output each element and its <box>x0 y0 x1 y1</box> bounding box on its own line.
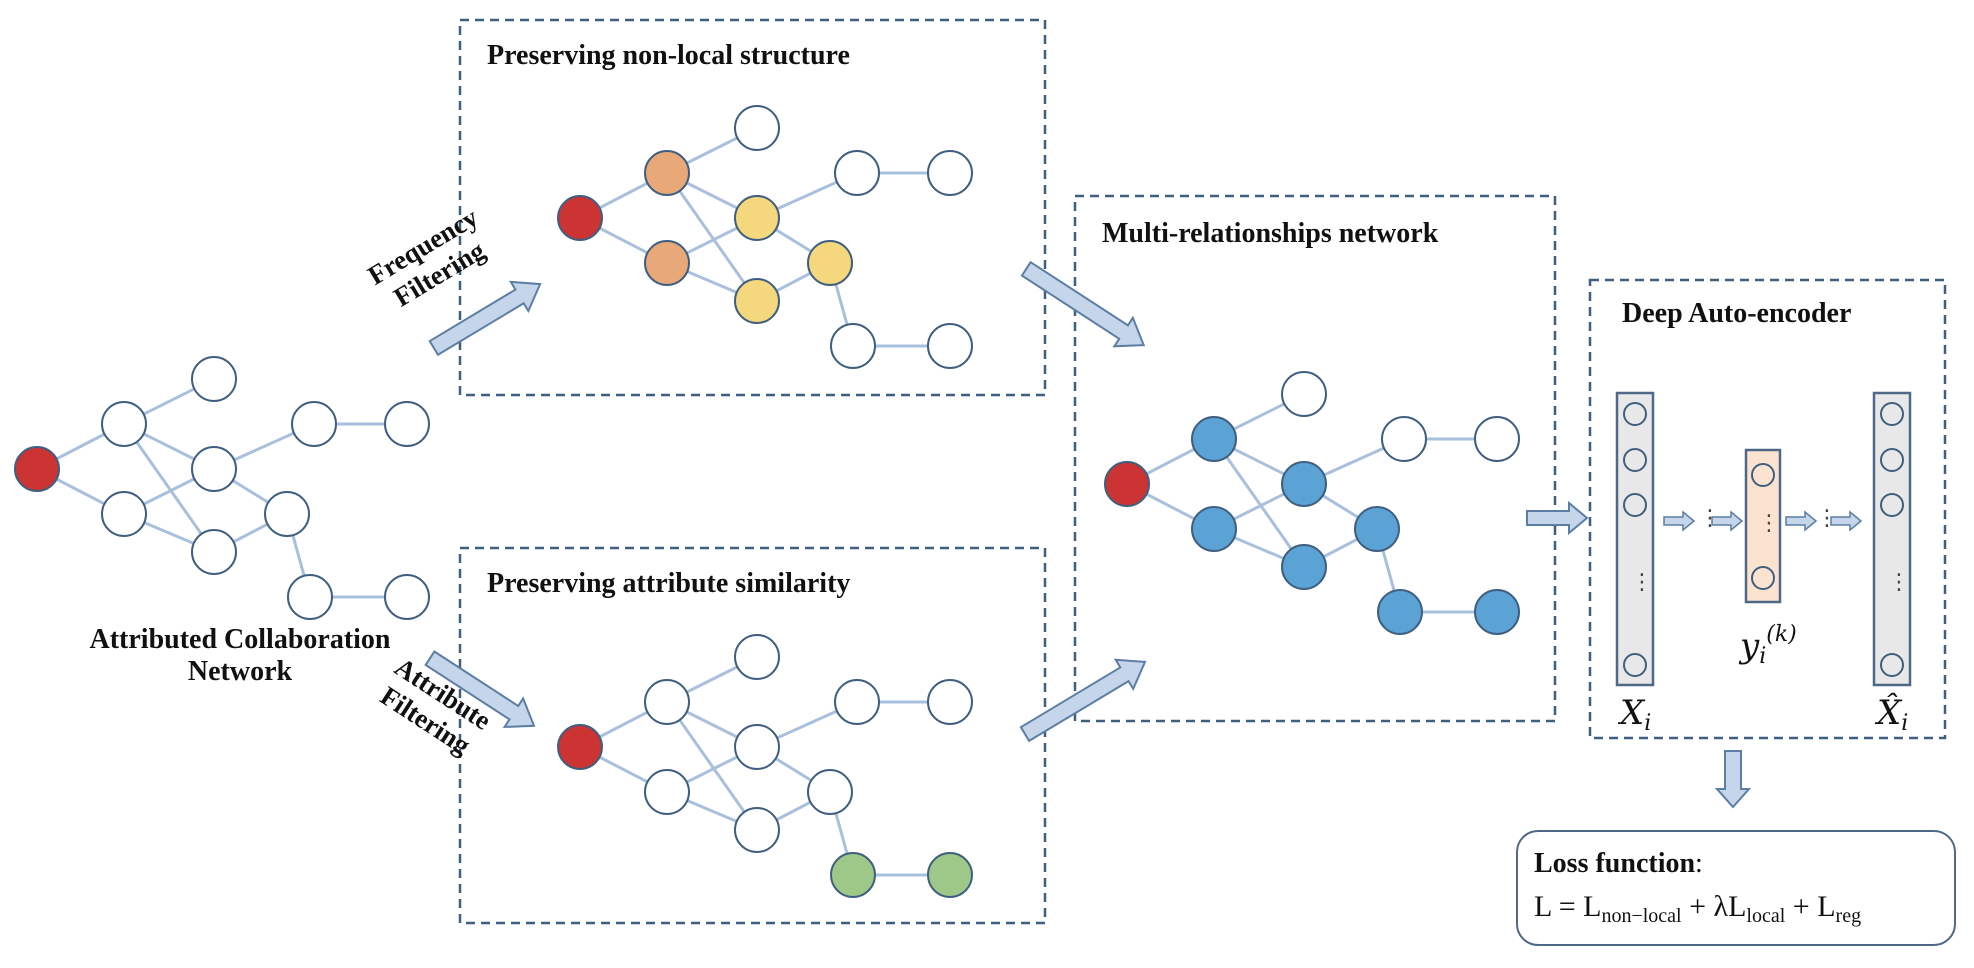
graph-node <box>384 401 430 447</box>
graph-node <box>1377 589 1423 635</box>
graph-node <box>1104 461 1150 507</box>
neuron <box>1880 493 1904 517</box>
graph-edge <box>665 701 759 831</box>
multi-to-autoencoder-arrow <box>1526 500 1589 536</box>
layer-arrow <box>1785 510 1818 532</box>
graph-node <box>557 724 603 770</box>
decoder-output-layer <box>1872 391 1912 687</box>
neuron <box>1751 463 1775 487</box>
attribute-title: Preserving attribute similarity <box>487 568 851 599</box>
input-layer-dots: ⋮ <box>1631 570 1653 595</box>
graph-node <box>191 529 237 575</box>
loss-function-box: Loss function: L = Lnon−local + λLlocal … <box>1516 830 1956 946</box>
autoencoder-box <box>1588 278 1947 740</box>
input-variable: Xi <box>1620 693 1652 736</box>
graph-node <box>1191 416 1237 462</box>
encoder-gap-dots: ⋮ <box>1699 506 1721 531</box>
graph-node <box>191 356 237 402</box>
autoencoder-small-arrows <box>1663 510 1863 532</box>
graph-node <box>807 769 853 815</box>
graph-node <box>830 852 876 898</box>
nonlocal-title: Preserving non-local structure <box>487 40 850 71</box>
neuron <box>1751 566 1775 590</box>
attribute-box <box>458 546 1047 925</box>
graph-node <box>834 150 880 196</box>
neuron <box>1880 653 1904 677</box>
attribute-to-multi-arrow <box>1019 658 1147 743</box>
graph-edge <box>122 423 216 553</box>
graph-node <box>1354 506 1400 552</box>
neuron <box>1880 402 1904 426</box>
multi-relationship-graph <box>1104 371 1520 635</box>
graph-node <box>734 634 780 680</box>
graph-node <box>734 278 780 324</box>
layer-arrow <box>1663 510 1696 532</box>
code-variable: yi(k) <box>1740 622 1797 669</box>
graph-node <box>734 105 780 151</box>
graph-node <box>807 240 853 286</box>
layer-arrow <box>1711 510 1744 532</box>
neuron <box>1623 653 1647 677</box>
input-network-label: Attributed Collaboration Network <box>89 624 391 688</box>
output-layer-dots: ⋮ <box>1888 570 1910 595</box>
graph-node <box>1281 544 1327 590</box>
graph-node <box>557 195 603 241</box>
neuron <box>1623 493 1647 517</box>
loss-equation: L = Lnon−local + λLlocal + Lreg <box>1534 890 1862 927</box>
frequency-filtering-arrow <box>428 280 542 357</box>
graph-node <box>264 491 310 537</box>
graph-node <box>287 574 333 620</box>
graph-node <box>101 491 147 537</box>
decoder-gap-dots: ⋮ <box>1816 506 1838 531</box>
loss-title: Loss function: <box>1534 848 1703 879</box>
graph-node <box>384 574 430 620</box>
code-layer-dots: ⋮ <box>1758 511 1780 536</box>
graph-node <box>927 852 973 898</box>
graph-node <box>1474 589 1520 635</box>
encoder-input-layer <box>1615 391 1655 687</box>
graph-node <box>734 724 780 770</box>
graph-node <box>830 323 876 369</box>
graph-edge <box>1212 438 1306 568</box>
graph-node <box>644 679 690 725</box>
graph-node <box>1281 461 1327 507</box>
graph-node <box>834 679 880 725</box>
graph-node <box>927 679 973 725</box>
graph-node <box>14 446 60 492</box>
graph-node <box>101 401 147 447</box>
attribute-similarity-graph <box>557 634 973 898</box>
graph-edge <box>665 172 759 302</box>
autoencoder-neurons <box>1623 402 1904 677</box>
nonlocal-box <box>458 18 1047 397</box>
graph-node <box>644 769 690 815</box>
graph-node <box>191 446 237 492</box>
graph-node <box>927 150 973 196</box>
graph-node <box>644 150 690 196</box>
graph-node <box>1474 416 1520 462</box>
graph-node <box>1281 371 1327 417</box>
layer-arrow <box>1830 510 1863 532</box>
graph-node <box>734 195 780 241</box>
neuron <box>1623 448 1647 472</box>
graph-node <box>1381 416 1427 462</box>
graph-node <box>1191 506 1237 552</box>
autoencoder-to-loss-arrow <box>1714 750 1752 809</box>
output-variable: X̂i <box>1877 693 1909 736</box>
multi-title: Multi-relationships network <box>1102 218 1439 249</box>
neuron <box>1880 448 1904 472</box>
multi-box <box>1073 194 1557 723</box>
nonlocal-to-multi-arrow <box>1020 260 1146 348</box>
nonlocal-structure-graph <box>557 105 973 369</box>
attribute-filtering-arrow <box>424 650 536 729</box>
graph-node <box>734 807 780 853</box>
original-network-graph <box>14 356 430 620</box>
graph-node <box>927 323 973 369</box>
neuron <box>1623 402 1647 426</box>
graph-node <box>291 401 337 447</box>
autoencoder-title: Deep Auto-encoder <box>1622 298 1852 329</box>
graph-node <box>644 240 690 286</box>
